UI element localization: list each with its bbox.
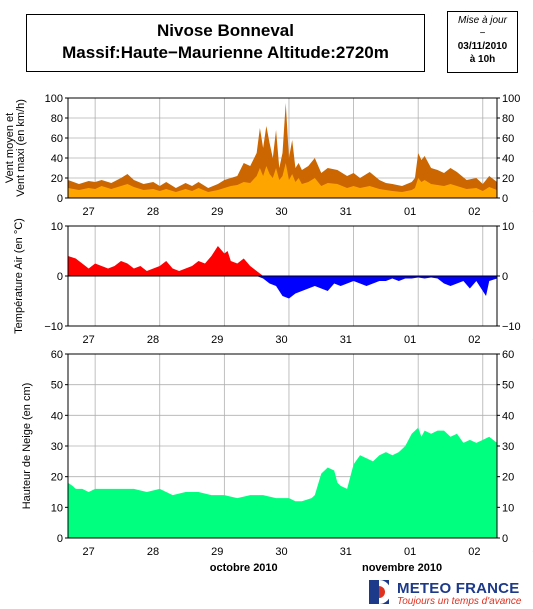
y-axis-label: Vent maxi (en km/h) xyxy=(15,99,27,197)
x-tick-label: 31 xyxy=(340,334,352,346)
x-tick-label: 02 xyxy=(468,546,480,558)
x-tick-label: 27 xyxy=(83,334,95,346)
y-tick-label-left: 0 xyxy=(57,193,63,205)
y-tick-label-left: 30 xyxy=(51,441,63,453)
y-tick-label-left: −10 xyxy=(44,321,63,333)
logo-tagline: Toujours un temps d'avance xyxy=(397,596,522,607)
temperature-positive-area xyxy=(68,246,497,276)
y-tick-label-left: 10 xyxy=(51,221,63,233)
y-tick-label-right: 10 xyxy=(502,502,514,514)
x-tick-label: 31 xyxy=(340,206,352,218)
x-tick-label: 29 xyxy=(211,206,223,218)
meteo-france-logo-icon xyxy=(369,580,391,604)
y-tick-label-right: 50 xyxy=(502,380,514,392)
month-label-november: novembre 2010 xyxy=(362,562,442,574)
title-box: Nivose Bonneval Massif:Haute−Maurienne A… xyxy=(26,14,425,72)
y-tick-label-left: 80 xyxy=(51,113,63,125)
y-tick-label-right: 100 xyxy=(502,93,520,105)
x-tick-label: 30 xyxy=(275,546,287,558)
month-label-october: octobre 2010 xyxy=(210,562,278,574)
logo-name: METEO FRANCE xyxy=(397,580,520,597)
y-tick-label-left: 20 xyxy=(51,472,63,484)
update-label: Mise à jour xyxy=(458,15,507,26)
x-tick-label: 27 xyxy=(83,546,95,558)
y-tick-label-left: 0 xyxy=(57,533,63,545)
y-tick-label-left: 50 xyxy=(51,380,63,392)
x-tick-label: 29 xyxy=(211,334,223,346)
x-tick-label: 30 xyxy=(275,206,287,218)
y-tick-label-right: 40 xyxy=(502,410,514,422)
x-tick-label: 01 xyxy=(404,334,416,346)
y-tick-label-right: 30 xyxy=(502,441,514,453)
station-title: Nivose Bonneval xyxy=(157,21,294,40)
y-axis-label: Hauteur de Neige (en cm) xyxy=(21,383,33,510)
x-tick-label: 01 xyxy=(404,206,416,218)
y-axis-label: Vent moyen et xyxy=(4,113,16,183)
x-tick-label: 29 xyxy=(211,546,223,558)
y-tick-label-right: 0 xyxy=(502,193,508,205)
x-tick-label: 31 xyxy=(340,546,352,558)
y-tick-label-right: 10 xyxy=(502,221,514,233)
y-tick-label-right: 60 xyxy=(502,133,514,145)
y-tick-label-right: 0 xyxy=(502,533,508,545)
x-tick-label: 28 xyxy=(147,546,159,558)
y-tick-label-right: 20 xyxy=(502,173,514,185)
temperature-negative-area xyxy=(68,276,497,299)
y-tick-label-left: 40 xyxy=(51,153,63,165)
y-tick-label-left: 20 xyxy=(51,173,63,185)
wind-mean-area xyxy=(68,163,497,198)
snow-depth-area xyxy=(68,427,497,538)
y-tick-label-left: 10 xyxy=(51,502,63,514)
station-subtitle: Massif:Haute−Maurienne Altitude:2720m xyxy=(62,43,389,62)
y-tick-label-left: 100 xyxy=(45,93,63,105)
y-tick-label-left: 60 xyxy=(51,349,63,361)
y-tick-label-right: 0 xyxy=(502,271,508,283)
y-tick-label-right: −10 xyxy=(502,321,521,333)
x-tick-label: 30 xyxy=(275,334,287,346)
plot-frame xyxy=(67,97,498,199)
update-time: à 10h xyxy=(469,54,496,65)
y-axis-label: Température Air (en °C) xyxy=(13,218,25,334)
y-tick-label-left: 0 xyxy=(57,271,63,283)
meteo-france-logo: METEO FRANCE Toujours un temps d'avance xyxy=(366,578,531,608)
y-tick-label-left: 40 xyxy=(51,410,63,422)
x-tick-label: 28 xyxy=(147,206,159,218)
y-tick-label-right: 20 xyxy=(502,472,514,484)
x-tick-label: 01 xyxy=(404,546,416,558)
x-tick-label: 28 xyxy=(147,334,159,346)
x-tick-label: 02 xyxy=(468,206,480,218)
update-date: 03/11/2010 xyxy=(457,41,508,52)
update-dash: − xyxy=(479,28,486,39)
update-box: Mise à jour − 03/11/2010 à 10h xyxy=(447,11,518,73)
y-tick-label-left: 60 xyxy=(51,133,63,145)
y-tick-label-right: 80 xyxy=(502,113,514,125)
y-tick-label-right: 40 xyxy=(502,153,514,165)
x-tick-label: 02 xyxy=(468,334,480,346)
y-tick-label-right: 60 xyxy=(502,349,514,361)
x-tick-label: 27 xyxy=(83,206,95,218)
